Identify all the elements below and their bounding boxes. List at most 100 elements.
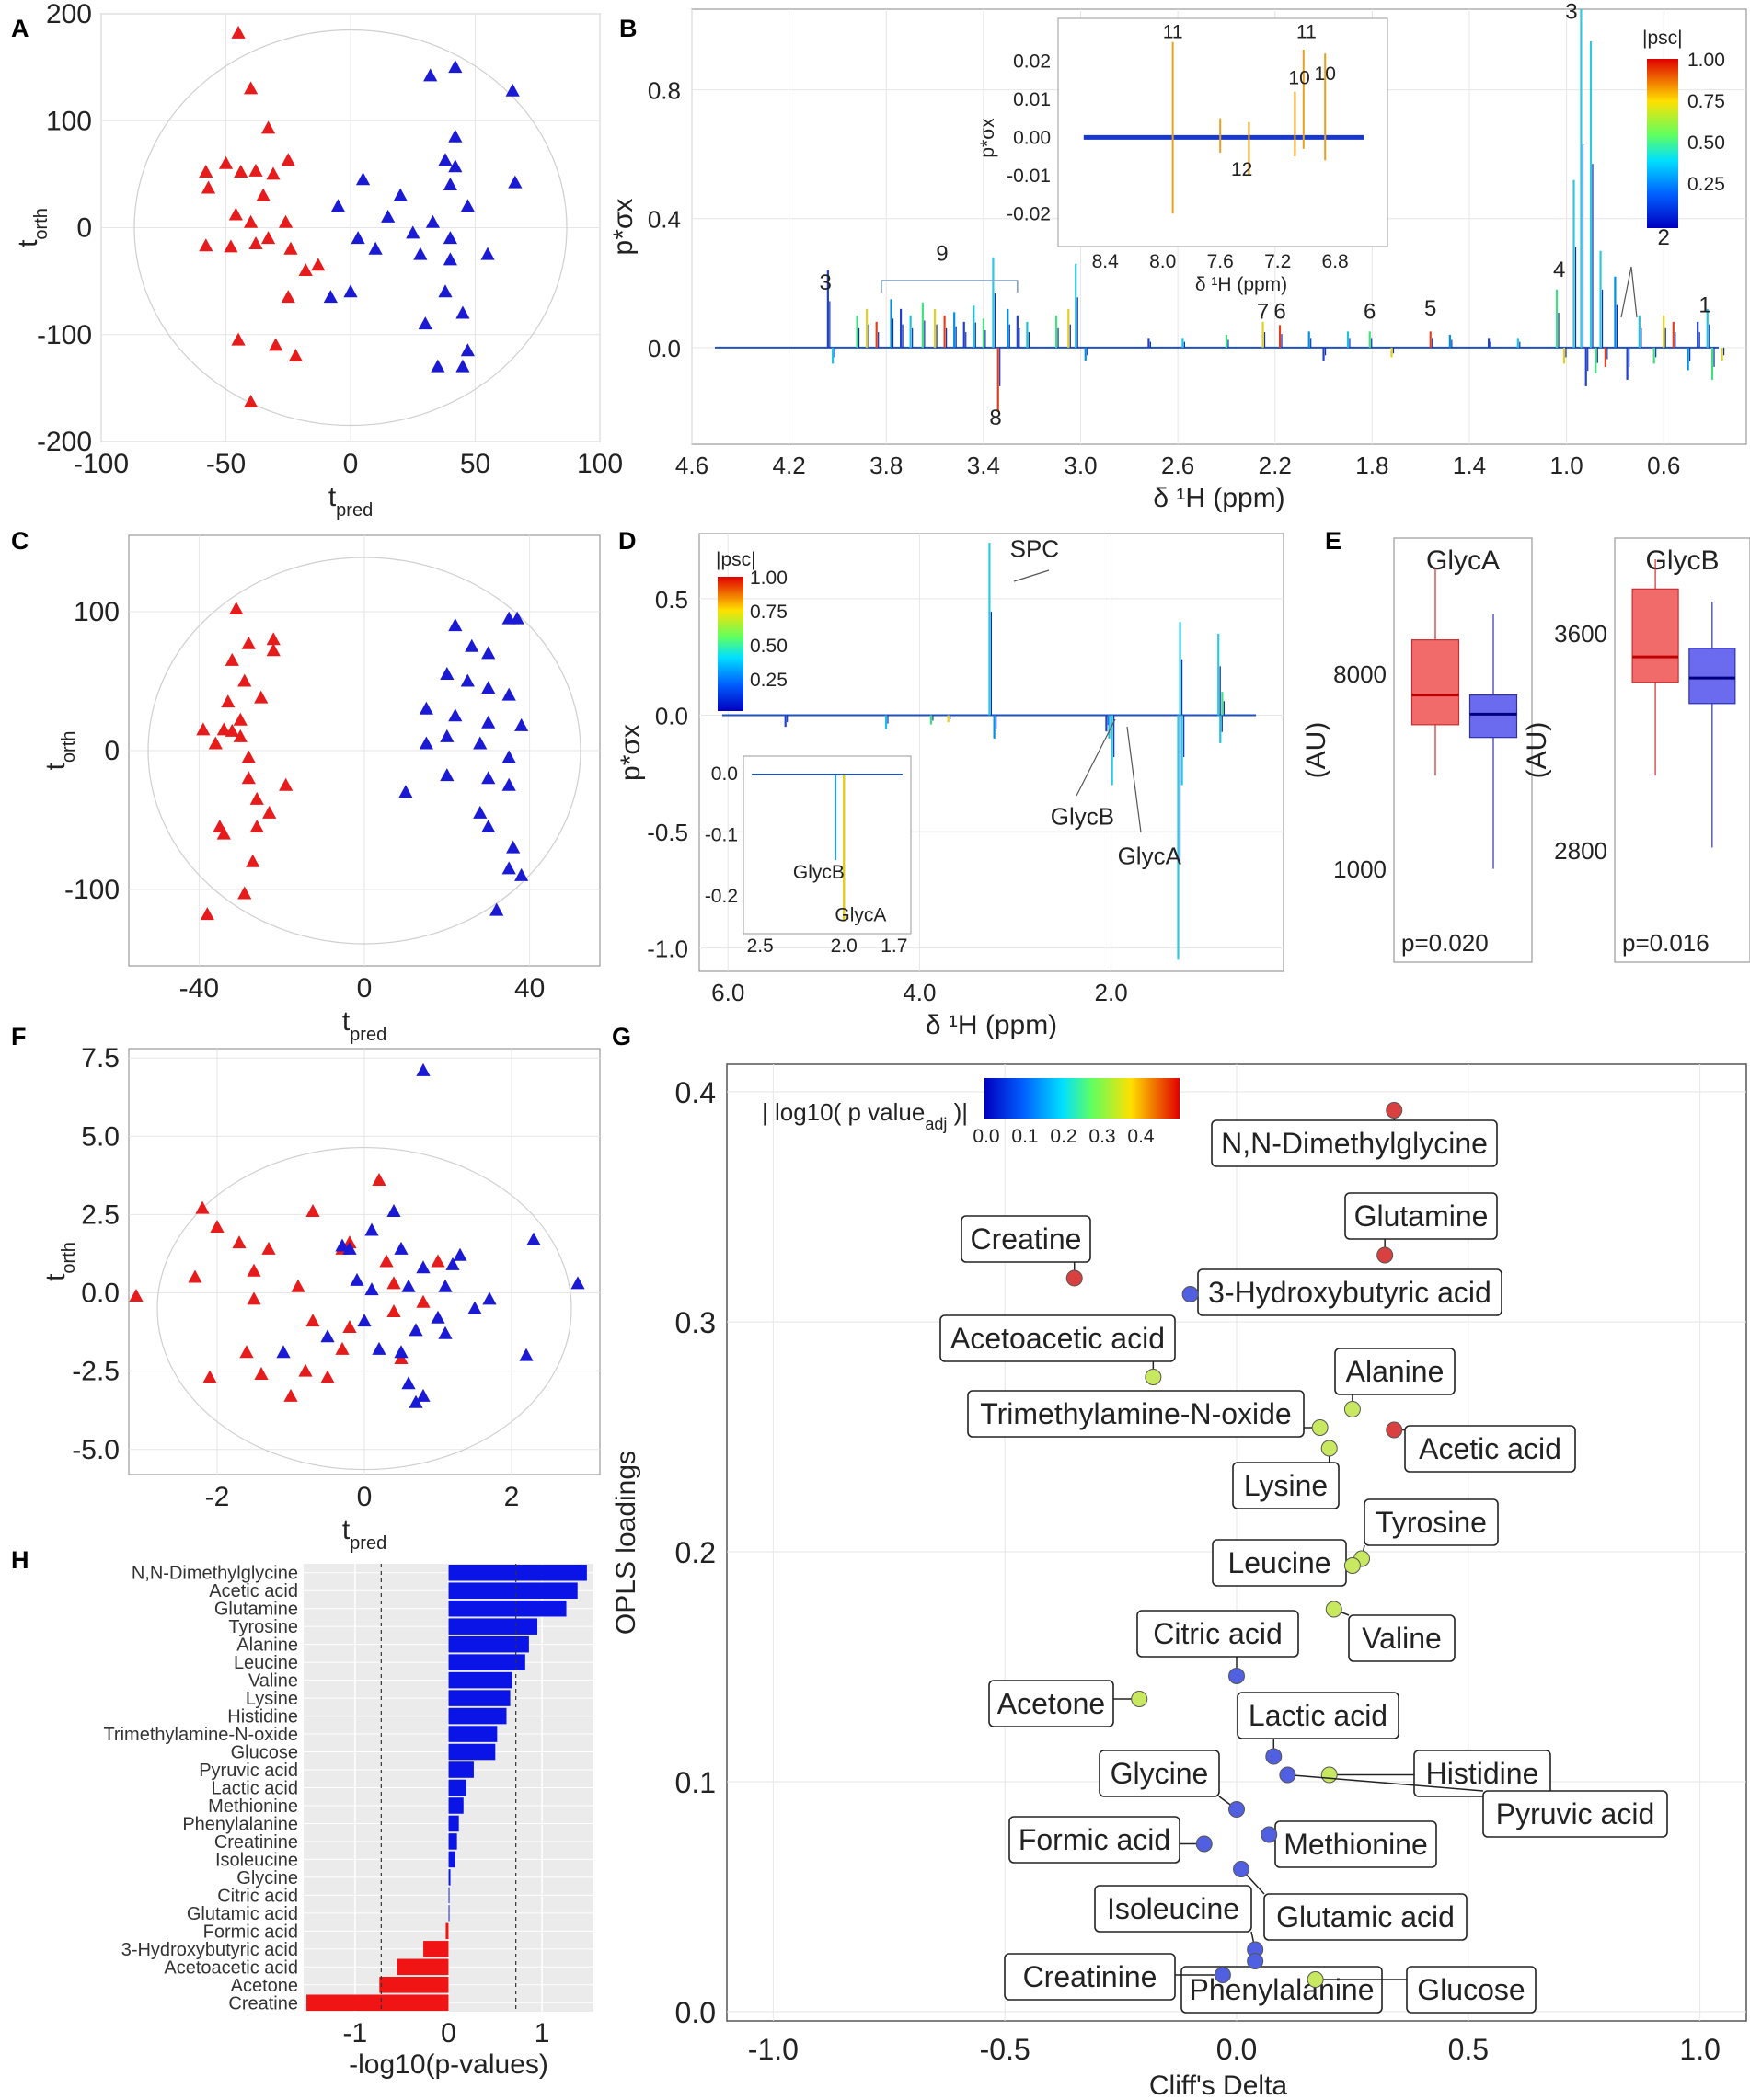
blue-sample-point bbox=[401, 1376, 416, 1390]
label-box bbox=[1334, 1348, 1456, 1395]
inset-x-tick: 2.0 bbox=[831, 935, 858, 957]
peak-annotation: 3 bbox=[1565, 0, 1577, 25]
peak-annotation: 5 bbox=[1424, 296, 1436, 321]
label-box bbox=[1099, 1750, 1220, 1797]
red-sample-point bbox=[237, 673, 252, 687]
category-label: N,N-Dimethylglycine bbox=[132, 1564, 298, 1584]
red-sample-point bbox=[229, 602, 244, 615]
category-label: Trimethylamine-N-oxide bbox=[103, 1725, 298, 1745]
blue-sample-point bbox=[445, 1257, 460, 1270]
x-tick-label: 40 bbox=[514, 973, 545, 1004]
metabolite-label: Methionine bbox=[1284, 1828, 1428, 1861]
plot-area bbox=[1393, 537, 1533, 963]
y-axis-label: torth bbox=[40, 731, 79, 771]
blue-sample-point bbox=[448, 618, 463, 632]
blue-sample-point bbox=[489, 902, 504, 916]
y-tick-label: 1000 bbox=[1333, 855, 1387, 883]
p-value: p=0.016 bbox=[1622, 929, 1710, 957]
x-tick-label: 1.4 bbox=[1453, 452, 1486, 479]
blue-sample-point bbox=[438, 1325, 453, 1339]
blue-sample-point bbox=[425, 214, 441, 228]
category-label: Tyrosine bbox=[228, 1617, 298, 1637]
y-tick-label: 200 bbox=[46, 0, 92, 29]
metabolite-point bbox=[1307, 1971, 1324, 1988]
blue-sample-point bbox=[440, 666, 455, 680]
label-box bbox=[961, 1215, 1091, 1263]
y-tick-label: 0.3 bbox=[675, 1306, 716, 1339]
category-label: Valine bbox=[248, 1671, 298, 1692]
colorbar-tick: 0.50 bbox=[1687, 132, 1725, 154]
y-axis-label: (AU) bbox=[1522, 722, 1552, 779]
blue-sample-point bbox=[501, 687, 516, 701]
red-sample-point bbox=[231, 25, 246, 39]
category-label: Glutamic acid bbox=[187, 1904, 298, 1924]
y-tick-label: -1.0 bbox=[647, 935, 688, 963]
x-tick-label: 6.0 bbox=[711, 979, 744, 1006]
metabolite-label: Leucine bbox=[1227, 1546, 1330, 1579]
inset-y-tick: -0.01 bbox=[1007, 166, 1051, 187]
box-title: GlycA bbox=[1426, 545, 1500, 576]
y-axis-label: torth bbox=[13, 208, 52, 247]
bar bbox=[448, 1671, 512, 1689]
x-axis-label: -log10(p-values) bbox=[349, 2049, 548, 2080]
y-tick-label: -2.5 bbox=[72, 1357, 120, 1387]
red-sample-point bbox=[202, 1370, 217, 1383]
blue-sample-point bbox=[481, 771, 496, 785]
y-axis-label: p*σx bbox=[616, 724, 646, 781]
blue-sample-point bbox=[350, 1272, 364, 1286]
blue-sample-point bbox=[386, 1204, 401, 1218]
blue-sample-point bbox=[368, 241, 383, 255]
red-sample-point bbox=[266, 166, 281, 180]
metabolite-point bbox=[1279, 1766, 1296, 1784]
annotation-line bbox=[1013, 569, 1050, 582]
peak-annotation: 6 bbox=[1273, 299, 1285, 324]
blue-sample-point bbox=[443, 252, 457, 266]
bar bbox=[448, 1654, 525, 1670]
peak-annotation: 2 bbox=[1658, 225, 1670, 250]
x-tick-label: 3.0 bbox=[1064, 452, 1097, 479]
red-sample-point bbox=[237, 886, 252, 900]
panel-label-b: B bbox=[619, 15, 638, 42]
x-tick-label: 1.8 bbox=[1355, 452, 1388, 479]
blue-sample-point bbox=[505, 83, 520, 97]
metabolite-label: Lysine bbox=[1244, 1469, 1328, 1502]
y-tick-label: 0.0 bbox=[648, 335, 681, 362]
label-box bbox=[1004, 1953, 1176, 2001]
red-sample-point bbox=[260, 231, 276, 245]
y-tick-label: 0 bbox=[104, 736, 120, 766]
red-sample-point bbox=[228, 207, 243, 221]
box-iqr bbox=[1410, 639, 1460, 726]
box-iqr bbox=[1688, 648, 1736, 705]
red-sample-point bbox=[129, 1288, 144, 1302]
colorbar-tick: 0.25 bbox=[750, 670, 788, 691]
blue-sample-point bbox=[526, 1232, 541, 1245]
colorbar-title: | log10( p valueadj )| bbox=[762, 1098, 968, 1133]
metabolite-label: Isoleucine bbox=[1107, 1892, 1239, 1925]
category-label: Acetone bbox=[231, 1976, 298, 1996]
blue-sample-point bbox=[481, 646, 496, 660]
blue-sample-point bbox=[342, 1241, 357, 1255]
bar bbox=[448, 1743, 496, 1761]
colorbar-tick: 0.4 bbox=[1127, 1126, 1155, 1147]
peak-annotation: 4 bbox=[1553, 258, 1565, 282]
inset-y-tick: 0.01 bbox=[1013, 89, 1051, 110]
label-box bbox=[1274, 1820, 1437, 1868]
red-sample-point bbox=[249, 820, 264, 833]
red-sample-point bbox=[311, 258, 326, 271]
y-tick-label: 100 bbox=[74, 597, 120, 627]
blue-sample-point bbox=[473, 805, 488, 819]
y-tick-label: 0.0 bbox=[81, 1279, 120, 1309]
category-label: Glycine bbox=[236, 1868, 298, 1888]
metabolite-label: Histidine bbox=[1426, 1757, 1539, 1790]
x-tick-label: -50 bbox=[206, 449, 246, 479]
y-tick-label: 2800 bbox=[1554, 837, 1607, 865]
blue-sample-point bbox=[406, 225, 420, 239]
blue-sample-point bbox=[409, 1394, 423, 1408]
inset-x-label: δ ¹H (ppm) bbox=[1195, 274, 1287, 295]
label-box bbox=[1008, 1816, 1180, 1864]
label-box bbox=[1344, 1192, 1498, 1240]
colorbar bbox=[1647, 59, 1678, 228]
x-tick-label: 50 bbox=[460, 449, 490, 479]
panel-label-e: E bbox=[1325, 527, 1341, 555]
red-sample-point bbox=[241, 771, 256, 785]
